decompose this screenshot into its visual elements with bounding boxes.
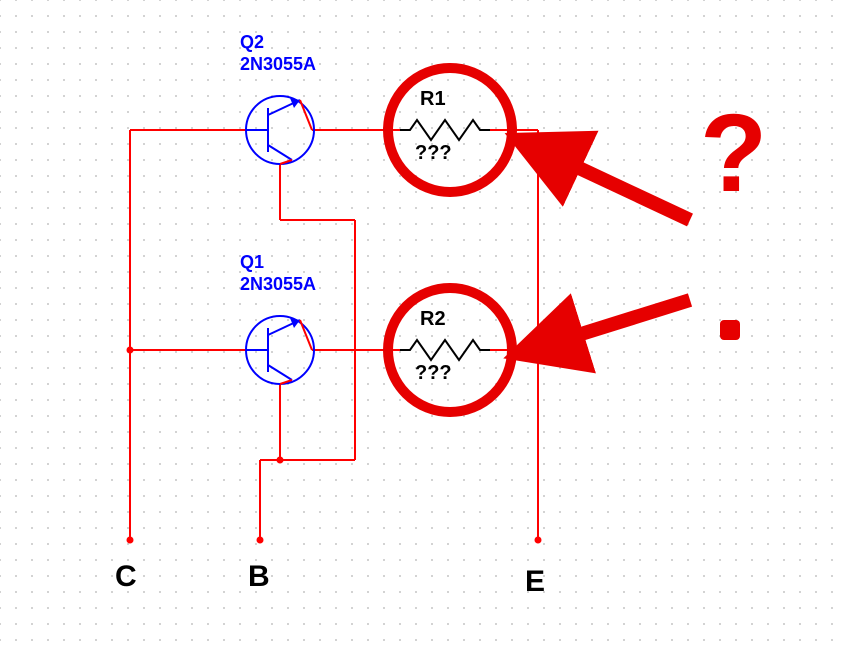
wires [130, 130, 538, 540]
transistor-q1 [246, 316, 314, 384]
question-mark-dot [720, 320, 740, 340]
junction-dots [127, 347, 542, 544]
q2-part-label: 2N3055A [240, 54, 316, 75]
annotation-circles [388, 68, 512, 412]
r2-value-label: ??? [415, 362, 452, 385]
annotation-arrows [530, 145, 690, 350]
r1-ref-label: R1 [420, 88, 446, 111]
r2-ref-label: R2 [420, 308, 446, 331]
q1-part-label: 2N3055A [240, 274, 316, 295]
r1-value-label: ??? [415, 142, 452, 165]
transistor-q2 [246, 96, 314, 164]
resistor-r2 [400, 340, 490, 360]
resistor-r1 [400, 120, 490, 140]
q2-ref-label: Q2 [240, 32, 264, 53]
question-mark-annotation: ? [700, 90, 767, 217]
terminal-c-label: C [115, 560, 137, 594]
terminal-b-label: B [248, 560, 270, 594]
terminal-e-label: E [525, 565, 545, 599]
q1-ref-label: Q1 [240, 252, 264, 273]
